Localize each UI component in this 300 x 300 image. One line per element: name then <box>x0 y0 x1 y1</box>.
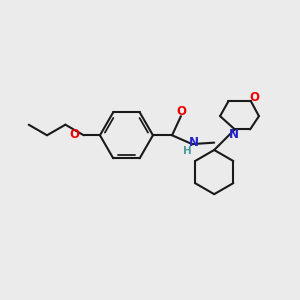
Text: N: N <box>229 128 239 141</box>
Text: O: O <box>69 128 79 141</box>
Text: O: O <box>176 105 187 118</box>
Text: H: H <box>183 146 192 157</box>
Text: O: O <box>250 92 260 104</box>
Text: N: N <box>189 136 199 149</box>
